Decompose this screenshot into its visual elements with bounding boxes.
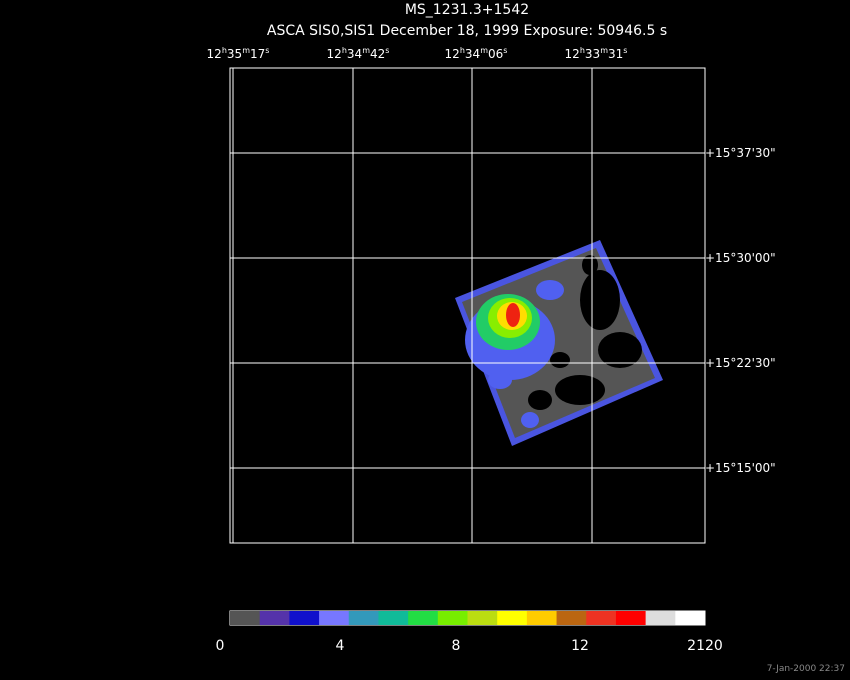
ra-label-part: 31 [608,47,623,61]
ra-label: 12h34m42s [327,46,390,61]
colorbar-label: 8 [452,638,461,654]
ra-label-part: 12 [565,47,580,61]
colorbar-label: 12 [571,638,589,654]
dec-label: +15°22'30" [705,356,776,370]
image [455,240,663,446]
ra-label-part: 42 [370,47,385,61]
ra-label: 12h35m17s [207,46,270,61]
colorbar-swatch [348,611,379,625]
colorbar-swatch [259,611,290,625]
ra-label-part: m [480,46,488,55]
ra-label-part: 33 [585,47,600,61]
colorbar-label: 2120 [687,638,723,654]
colorbar-swatch [586,611,617,625]
timestamp: 7-Jan-2000 22:37 [767,664,845,674]
ra-label: 12h33m31s [565,46,628,61]
colorbar-swatch [437,611,468,625]
ra-label-part: 34 [465,47,480,61]
ra-label-part: 12 [327,47,342,61]
colorbar-swatch [615,611,647,625]
ra-label-part: h [460,46,465,55]
ra-label-part: h [342,46,347,55]
ra-label-part: h [580,46,585,55]
colorbar-swatch [408,611,439,625]
colorbar-swatch [467,611,498,625]
colorbar-swatch [675,611,706,625]
ra-label-part: m [242,46,250,55]
ra-label-part: m [362,46,370,55]
title: MS_1231.3+1542 [405,2,529,18]
ra-label-part: s [503,46,507,55]
ra-label-part: 12 [445,47,460,61]
ra-label-part: 34 [347,47,362,61]
ra-label-part: 17 [250,47,265,61]
colorbar-label: 4 [336,638,345,654]
subtitle: ASCA SIS0,SIS1 December 18, 1999 Exposur… [267,23,667,39]
colorbar-swatch [230,611,261,625]
colorbar-swatch [497,611,528,625]
ra-label-part: s [623,46,627,55]
ra-label: 12h34m06s [445,46,508,61]
coordinate-grid [229,67,706,544]
colorbar-swatch [289,611,320,625]
colorbar-swatch [378,611,409,625]
colorbar-swatch [319,611,350,625]
colorbar-swatch [556,611,587,625]
colorbar-swatch [645,611,676,625]
ra-label-part: s [265,46,269,55]
ra-label-part: 06 [488,47,503,61]
ra-label-part: 35 [227,47,242,61]
dec-label: +15°37'30" [705,146,776,160]
ra-label-part: h [222,46,227,55]
dec-label: +15°30'00" [705,251,776,265]
dec-label: +15°15'00" [705,461,776,475]
ra-label-part: s [385,46,389,55]
cluster-core [506,303,520,327]
speckles [528,255,642,410]
colorbar-swatch [526,611,558,625]
colorbar-label: 0 [216,638,225,654]
ra-label-part: m [600,46,608,55]
ra-label-part: 12 [207,47,222,61]
